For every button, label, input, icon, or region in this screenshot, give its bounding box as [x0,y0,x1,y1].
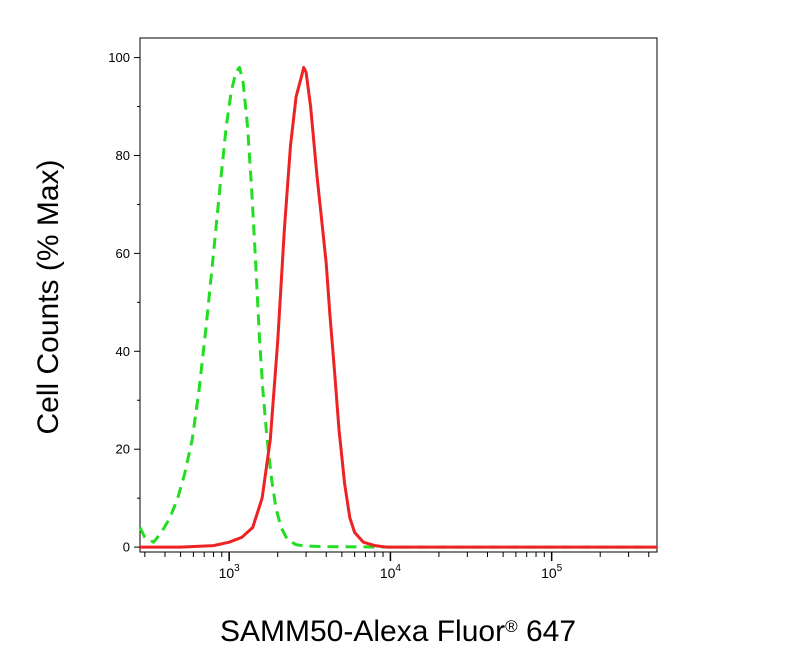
x-axis-label-main: SAMM50-Alexa Fluor [220,615,505,648]
y-tick-label: 80 [116,148,130,163]
plot-frame [139,37,658,553]
y-axis: 0 20 40 60 80 100 [108,50,140,555]
y-tick-label: 100 [108,50,130,65]
x-tick-label-exponent: 5 [557,563,563,574]
y-tick-label: 0 [123,540,130,555]
x-tick-label-base: 10 [219,565,235,581]
y-axis-label: Cell Counts (% Max) [32,159,65,434]
y-tick-label: 20 [116,442,130,457]
series-line-control-dashed [138,65,657,549]
x-tick-label: 103 [219,563,241,581]
x-tick-label-base: 10 [541,565,557,581]
y-tick-label: 40 [116,344,130,359]
x-tick-label-exponent: 4 [395,563,401,574]
x-axis-label-suffix: 647 [518,615,576,648]
x-tick-label: 105 [541,563,563,581]
y-tick-label: 60 [116,246,130,261]
series-line-sample-solid [140,65,657,549]
x-tick-label-base: 10 [380,565,396,581]
x-tick-label: 104 [380,563,402,581]
x-axis-label: SAMM50-Alexa Fluor® 647 [220,615,576,648]
x-axis-label-symbol: ® [505,617,518,636]
x-tick-label-exponent: 3 [234,563,240,574]
series-layer [138,65,657,549]
x-axis: 103 104 105 [144,552,650,581]
